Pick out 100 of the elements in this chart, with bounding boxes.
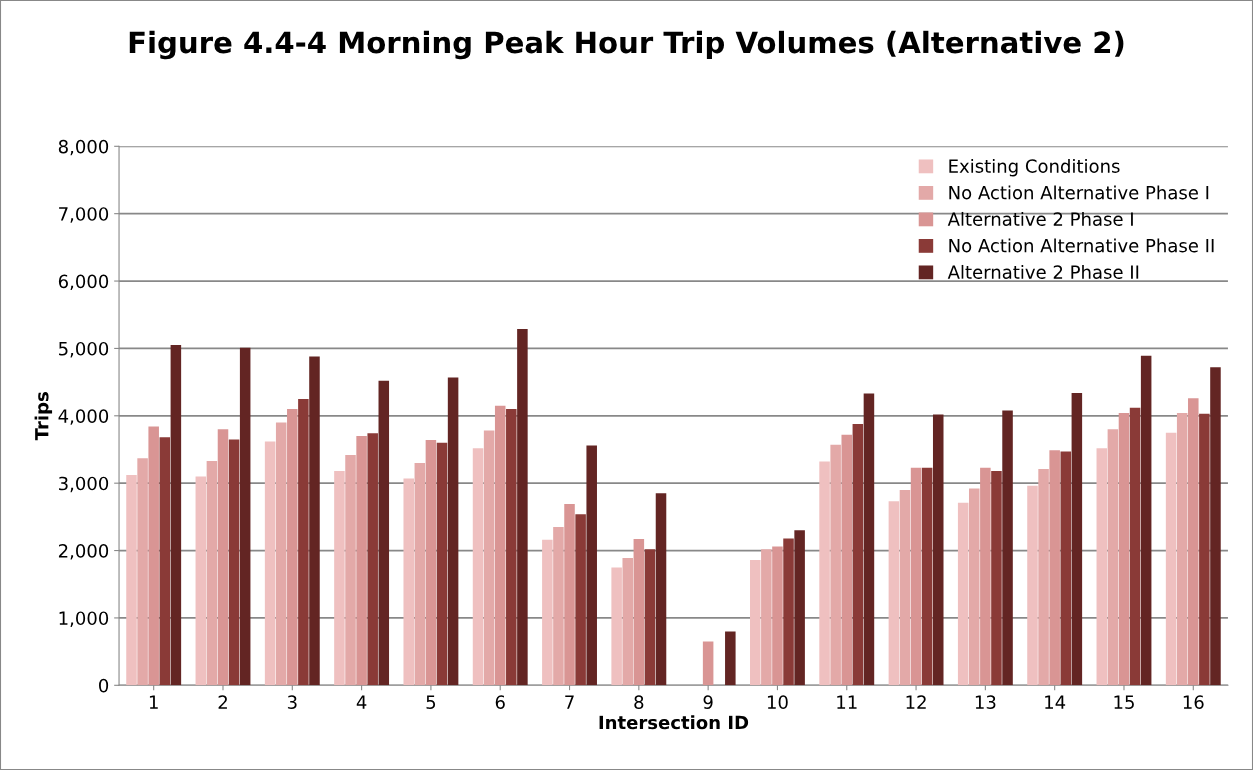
bar [195,476,207,686]
bar [1140,355,1152,686]
bar [1107,429,1119,686]
bar [367,433,378,686]
x-tick-label: 13 [975,695,996,709]
bar [345,454,356,686]
bar [819,461,830,686]
legend-label: No Action Alternative Phase I [949,185,1209,200]
bar [910,467,922,686]
bar [575,514,586,686]
bar [1060,451,1072,686]
x-tick-label: 16 [1183,695,1204,709]
bar [830,444,841,686]
bar [1129,407,1141,686]
bar [553,526,564,686]
bar [1002,410,1013,686]
bar [1188,398,1199,686]
bar [761,549,772,686]
x-tick-label: 9 [703,695,713,709]
bar [1118,413,1130,686]
bar [159,437,171,686]
y-tick-label: 0 [99,678,109,693]
bar [287,409,298,686]
bar [206,460,218,686]
bar [1165,432,1177,686]
bar [852,423,864,686]
bar [425,440,437,686]
x-tick-label: 7 [565,695,574,709]
bar [356,436,367,686]
bar [239,347,251,686]
bar [644,549,656,686]
x-tick-label: 4 [356,695,367,709]
bar [750,559,761,686]
bar [921,467,933,686]
x-axis-title: Intersection ID [599,715,749,730]
x-tick-label: 1 [149,695,158,709]
x-tick-label: 11 [837,695,857,709]
bar [1038,469,1049,686]
bar [888,501,900,686]
y-tick-label: 5,000 [59,341,109,358]
bar [228,439,240,686]
bar [517,328,528,686]
bar [1027,485,1038,686]
bar [436,442,448,686]
y-tick-label: 3,000 [59,476,109,493]
bar [334,471,345,686]
bar [506,409,517,686]
bar [472,448,484,686]
y-tick-label: 8,000 [58,139,109,156]
bar [633,539,645,686]
bar [1049,450,1060,686]
y-tick-label: 6,000 [58,274,109,291]
bar [655,493,667,686]
x-tick-label: 8 [634,695,644,709]
bar [403,478,414,686]
bar [932,414,944,686]
bar [378,380,390,686]
bar [170,345,182,686]
bar [841,434,853,686]
y-tick-label: 2,000 [58,544,109,560]
bar [414,462,426,686]
bar [622,557,634,686]
x-tick-label: 12 [906,695,926,709]
bar [1096,448,1108,686]
bar [899,489,911,686]
x-tick-label: 14 [1045,695,1066,709]
bar [794,530,805,686]
chart-title: Figure 4.4-4 Morning Peak Hour Trip Volumes (Alternative 2) [129,30,1124,60]
bar [611,567,622,686]
bar [1199,413,1210,686]
x-tick-label: 3 [287,695,297,709]
bar [980,467,991,686]
bar [275,422,287,686]
bar [863,393,875,686]
y-tick-label: 4,000 [58,409,109,425]
bar [494,405,506,686]
x-tick-label: 10 [767,695,788,709]
bar [137,458,148,686]
bar [264,441,276,686]
bar [447,377,459,686]
bar [1071,392,1083,686]
legend-label: No Action Alternative Phase II [949,238,1214,253]
bar [298,398,309,686]
bar [564,504,575,686]
bar [217,429,229,686]
bar [702,641,714,686]
x-tick-label: 2 [218,695,227,709]
bar [969,488,980,686]
bar [772,546,783,686]
bar [725,631,736,686]
x-tick-label: 15 [1114,695,1134,709]
bar [309,356,320,686]
bar [957,502,969,686]
x-tick-label: 6 [495,695,505,709]
bar [148,426,159,686]
bar [542,539,553,686]
y-tick-label: 1,000 [59,611,109,627]
legend-label: Existing Conditions [949,158,1120,177]
x-tick-label: 5 [426,695,436,709]
bar [586,445,597,686]
